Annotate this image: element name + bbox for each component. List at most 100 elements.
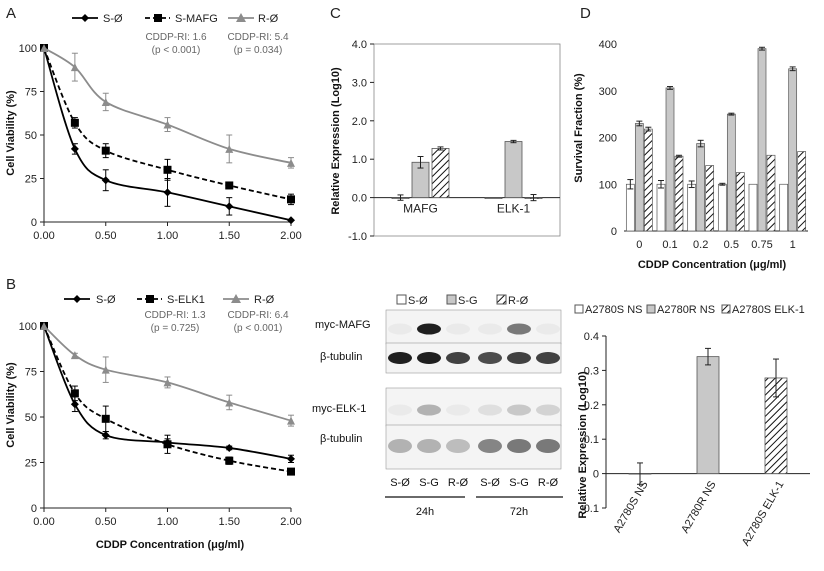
legend-square-marker [146, 295, 154, 303]
blot-band [388, 404, 412, 416]
data-point-r- [225, 398, 234, 407]
data-point-s- [225, 443, 234, 452]
blot-band [478, 404, 502, 416]
panel-letter-b: B [6, 276, 16, 293]
data-point-s-elk1 [287, 467, 295, 476]
bar-1-s- [779, 183, 789, 232]
x-tick-label: 0.5 [724, 239, 739, 251]
y-tick-label: 0 [611, 226, 617, 238]
bar-0.2-s- [687, 183, 697, 232]
bar-0-r- [643, 128, 653, 232]
x-tick-label: 0.50 [95, 516, 116, 528]
legend-a-item-r-empty: R-Ø [228, 13, 279, 25]
blot-band [388, 352, 412, 364]
x-tick-label: 1 [790, 239, 796, 251]
bar-0.2-s-g [696, 143, 706, 232]
legend-b-label-r-empty: R-Ø [254, 294, 275, 306]
data-point-s-elk1 [70, 389, 79, 398]
category-label-a2780s-elk-1: A2780S ELK-1 [740, 479, 787, 548]
x-tick-label: 2.00 [280, 516, 301, 528]
data-point-r- [101, 365, 110, 374]
legend-diamond-marker [73, 295, 81, 303]
y-tick-label: 75 [25, 367, 37, 379]
y-tick-label: 1.0 [352, 154, 367, 166]
data-point-s- [287, 454, 295, 463]
y-tick-label: 4.0 [352, 39, 367, 51]
x-tick-label: 1.50 [219, 516, 240, 528]
blot-band [507, 439, 531, 453]
bar-mafg-r- [431, 148, 450, 198]
legend-d-label-s-ns: A2780S NS [585, 304, 642, 316]
blot-band [507, 404, 531, 416]
blot-band [478, 439, 502, 453]
blot-label-myc-mafg: myc-MAFG [315, 319, 371, 331]
data-point-r- [70, 63, 79, 72]
series-line-r- [43, 47, 292, 164]
data-point-r- [70, 351, 79, 360]
legend-d-label-s-elk1: A2780S ELK-1 [732, 304, 805, 316]
bar-1-r- [797, 151, 807, 232]
lane-label: S-G [419, 477, 439, 489]
blot-band [478, 323, 502, 335]
bar-a2780r-ns [696, 356, 720, 475]
y-tick-label: -1.0 [348, 231, 367, 243]
data-point-s-mafg [101, 146, 110, 155]
category-label-a2780s-ns: A2780S NS [611, 479, 650, 535]
blot-band [478, 352, 502, 364]
bar-0.1-s-g [665, 87, 675, 232]
blot-strip-tubulin-2 [385, 424, 562, 470]
y-tick-label: 0 [31, 217, 37, 229]
data-point-s- [225, 202, 234, 211]
x-axis-title-d-top: CDDP Concentration (μg/ml) [638, 259, 787, 271]
plot-area-c: -1.0 0.0 1.0 2.0 3.0 4.0 MAFG ELK-1 [348, 39, 561, 243]
data-point-s-mafg [163, 165, 172, 174]
blot-band [536, 439, 560, 453]
data-point-s-elk1 [225, 456, 234, 465]
blot-band [536, 323, 560, 335]
category-label-a2780r-ns: A2780R NS [679, 479, 718, 535]
bar-1-s-g [788, 68, 798, 232]
blot-band [388, 323, 412, 335]
y-axis-title-c: Relative Expression (Log10) [330, 67, 342, 215]
data-point-s-mafg [225, 181, 234, 190]
x-tick-label: 0.00 [33, 516, 54, 528]
y-axis-title-d-bottom: Relative Expression (Log10) [577, 371, 589, 519]
bar-0.5-r- [735, 172, 745, 232]
bar-0-s- [625, 183, 635, 232]
blot-band [507, 323, 531, 335]
plot-area-b: 0 25 50 75 100 0.00 0.50 1.00 1.50 2.00 [19, 321, 302, 528]
lane-label: R-Ø [448, 477, 469, 489]
blot-band [446, 404, 470, 416]
blot-band [536, 404, 560, 416]
y-tick-label: 0.4 [584, 331, 599, 343]
timepoint-label-72h: 72h [510, 506, 528, 518]
legend-a: S-Ø S-MAFG R-Ø [72, 13, 279, 25]
data-point-s- [287, 216, 295, 225]
legend-c-swatch-white [396, 294, 407, 305]
legend-c-label-r-empty: R-Ø [508, 295, 529, 307]
x-tick-label: 0.50 [95, 230, 116, 242]
blot-band [507, 352, 531, 364]
bar-0.75-s- [748, 183, 758, 232]
data-point-s- [70, 144, 79, 153]
plot-frame [373, 43, 561, 237]
panel-letter-c: C [330, 5, 341, 22]
y-tick-label: 50 [25, 412, 37, 424]
bar-0.1-s- [656, 183, 666, 232]
y-tick-label: 100 [599, 179, 617, 191]
lane-label: S-Ø [480, 477, 500, 489]
blot-band [446, 323, 470, 335]
blot-band [536, 352, 560, 364]
panel-letter-d: D [580, 5, 591, 22]
category-label-elk-1: ELK-1 [497, 202, 531, 216]
y-tick-label: 0.3 [584, 365, 599, 377]
y-tick-label: 2.0 [352, 116, 367, 128]
legend-c-swatch-gray [446, 294, 457, 305]
blot-label-beta-tubulin-2: β-tubulin [320, 433, 362, 445]
bar-0.2-r- [705, 165, 715, 232]
blot-band [446, 439, 470, 453]
legend-triangle-marker [231, 294, 241, 303]
chart-d-top: Survival Fraction (%) CDDP Concentration… [573, 39, 808, 271]
blot-strip-myc-elk1 [385, 387, 562, 427]
data-point-r- [40, 322, 48, 330]
